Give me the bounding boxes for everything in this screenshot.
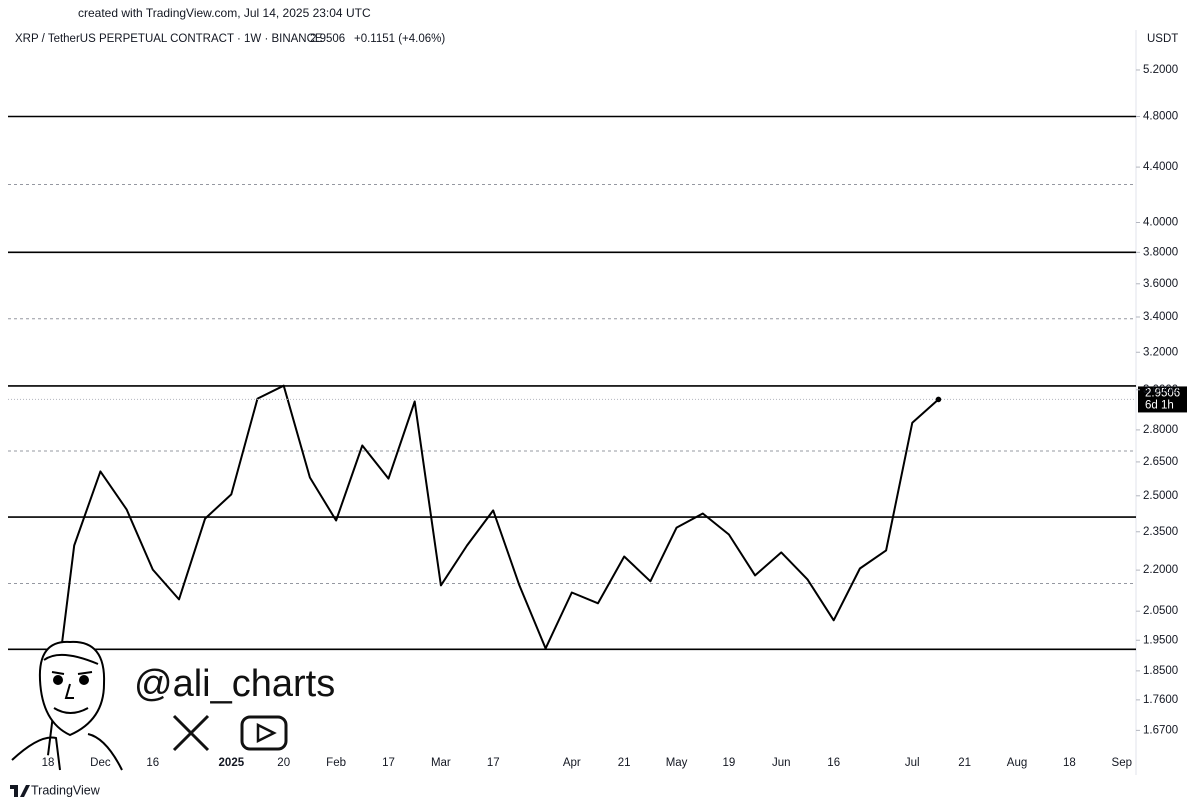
y-tick-label: 2.5000 [1143, 490, 1178, 502]
y-tick-label: 5.2000 [1143, 64, 1178, 76]
last-point [935, 396, 942, 403]
y-tick-label: 3.4000 [1143, 311, 1178, 323]
y-tick-label: 2.8000 [1143, 424, 1178, 436]
x-tick-label: Jun [772, 757, 791, 769]
x-tick-label: 16 [827, 757, 840, 769]
symbol: XRP / TetherUS PERPETUAL CONTRACT · 1W ·… [15, 33, 323, 45]
price-tag: 2.9506 6d 1h [1138, 386, 1187, 413]
y-tick-label: 4.4000 [1143, 161, 1178, 173]
plot [8, 384, 1136, 756]
y-tick-label: 4.8000 [1143, 111, 1178, 123]
levels [8, 115, 1136, 651]
y-tick-label: 3.6000 [1143, 278, 1178, 290]
y-tick-label: 2.2000 [1143, 564, 1178, 576]
watermark-handle: @ali_charts [134, 663, 335, 705]
y-tick-label: 1.7600 [1143, 694, 1178, 706]
x-tick-label: Feb [326, 757, 346, 769]
x-tick-label: Mar [431, 757, 451, 769]
footer: TradingView [31, 783, 101, 797]
y-tick-label: 3.8000 [1143, 246, 1178, 258]
price-tag-value: 2.9506 [1145, 387, 1180, 399]
last-price: 2.9506 [310, 33, 345, 45]
x-tick-label: Jul [905, 757, 920, 769]
x-tick-label: Apr [563, 757, 581, 769]
y-tick-label: 2.6500 [1143, 456, 1178, 468]
x-tick-label: 21 [618, 757, 631, 769]
x-tick-label: Dec [90, 757, 111, 769]
x-tick-label: 18 [42, 757, 55, 769]
x-tick-label: Sep [1112, 757, 1132, 769]
x-tick-label: 17 [487, 757, 500, 769]
y-tick-label: 1.6700 [1143, 724, 1178, 736]
x-tick-label: 17 [382, 757, 395, 769]
x-tick-label: 18 [1063, 757, 1076, 769]
price-tag-bg [1138, 386, 1187, 413]
price-line [47, 384, 940, 756]
y-tick-label: 3.0000 [1143, 384, 1178, 396]
x-tick-label: Aug [1007, 757, 1027, 769]
x-tick-label: 20 [277, 757, 290, 769]
y-tick-label: 1.9500 [1143, 634, 1178, 646]
youtube-icon [240, 715, 288, 751]
footer-logo [10, 785, 30, 797]
x-tick-label: 21 [958, 757, 971, 769]
x-tick-label: May [666, 757, 688, 769]
y-tick-label: 2.3500 [1143, 526, 1178, 538]
x-tick-label: 16 [146, 757, 159, 769]
currency: USDT [1147, 33, 1178, 45]
y-tick-label: 4.0000 [1143, 217, 1178, 229]
price-change: +0.1151 (+4.06%) [354, 33, 445, 45]
y-tick-label: 1.8500 [1143, 665, 1178, 677]
y-tick-label: 2.0500 [1143, 605, 1178, 617]
x-icon [172, 714, 210, 752]
y-tick-label: 3.2000 [1143, 346, 1178, 358]
x-tick-label: 2025 [219, 757, 245, 769]
watermark-face [11, 640, 123, 771]
credit: created with TradingView.com, Jul 14, 20… [78, 6, 371, 20]
x-tick-label: 19 [723, 757, 736, 769]
price-tag-countdown: 6d 1h [1145, 399, 1174, 411]
